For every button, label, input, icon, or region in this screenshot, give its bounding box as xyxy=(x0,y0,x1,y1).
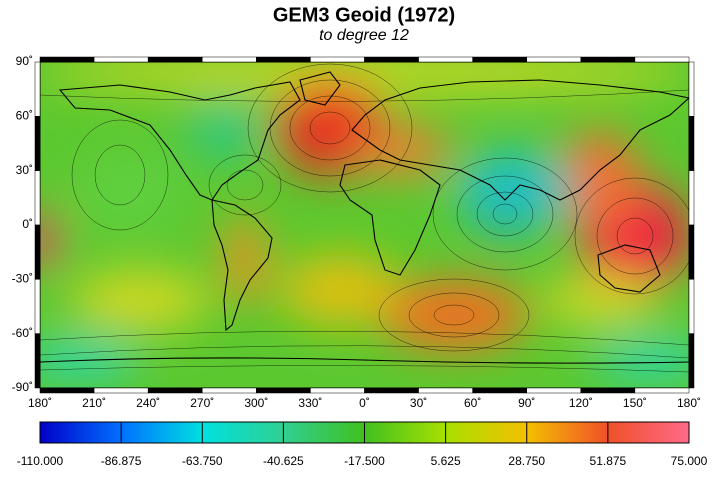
lon-label: 60˚ xyxy=(464,396,481,410)
border-segment xyxy=(202,387,257,394)
border-segment xyxy=(256,56,311,63)
colorbar-ticks: -110.000 -86.875 -63.750 -40.625 -17.500 5.62… xyxy=(17,422,708,468)
border-segment xyxy=(688,170,695,226)
colorbar-label: -17.500 xyxy=(344,454,385,468)
lon-label: 330˚ xyxy=(298,396,322,410)
lon-label: 270˚ xyxy=(190,396,214,410)
lon-label: 0˚ xyxy=(359,396,370,410)
border-segment xyxy=(256,387,311,394)
colorbar-label: -110.000 xyxy=(17,454,64,468)
colorbar-label: 75.000 xyxy=(671,454,708,468)
border-segment xyxy=(364,56,419,63)
border-segment xyxy=(39,56,95,63)
lat-label: 0˚ xyxy=(22,217,33,231)
border-segment xyxy=(580,56,636,63)
lon-label: 240˚ xyxy=(136,396,160,410)
map-border xyxy=(34,56,695,394)
border-segment xyxy=(526,387,582,394)
border-segment xyxy=(34,116,41,171)
border-segment xyxy=(526,56,582,63)
axis-labels: 90˚ 60˚ 30˚ 0˚ -30˚ -60˚ -90˚ 180˚ 210˚ 240˚ 270˚ 3… xyxy=(12,54,701,410)
border-segment xyxy=(34,61,41,117)
border-segment xyxy=(93,387,149,394)
border-segment xyxy=(34,170,41,226)
lon-label: 180˚ xyxy=(28,396,52,410)
border-segment xyxy=(34,224,41,280)
border-segment xyxy=(34,279,41,334)
lon-label: 180˚ xyxy=(677,396,701,410)
lat-label: -60˚ xyxy=(12,326,33,340)
lat-label: -90˚ xyxy=(12,380,33,394)
lon-label: 120˚ xyxy=(569,396,593,410)
border-segment xyxy=(688,279,695,334)
border-segment xyxy=(147,56,203,63)
lon-label: 90˚ xyxy=(518,396,535,410)
colorbar-label: 28.750 xyxy=(508,454,545,468)
border-segment xyxy=(688,333,695,389)
border-segment xyxy=(634,56,690,63)
border-segment xyxy=(688,224,695,280)
border-segment xyxy=(364,387,419,394)
border-segment xyxy=(418,56,473,63)
border-segment xyxy=(472,387,527,394)
border-segment xyxy=(634,387,690,394)
border-segment xyxy=(147,387,203,394)
border-segment xyxy=(580,387,636,394)
border-segment xyxy=(418,387,473,394)
colorbar-label: 5.625 xyxy=(431,454,461,468)
lon-label: 150˚ xyxy=(623,396,647,410)
lon-label: 300˚ xyxy=(244,396,268,410)
border-segment xyxy=(34,333,41,389)
lat-label: 60˚ xyxy=(16,109,33,123)
lon-label: 210˚ xyxy=(82,396,106,410)
border-segment xyxy=(310,387,365,394)
lon-label: 30˚ xyxy=(410,396,427,410)
lat-label: 30˚ xyxy=(16,163,33,177)
border-segment xyxy=(310,56,365,63)
colorbar-label: -63.750 xyxy=(182,454,223,468)
border-segment xyxy=(472,56,527,63)
lat-label: 90˚ xyxy=(16,54,33,68)
colorbar-label: -86.875 xyxy=(101,454,142,468)
geoid-field xyxy=(40,62,689,388)
coastlines xyxy=(40,71,689,364)
border-segment xyxy=(202,56,257,63)
border-segment xyxy=(39,387,95,394)
subtitle: to degree 12 xyxy=(319,27,409,44)
border-segment xyxy=(93,56,149,63)
border-segment xyxy=(688,116,695,171)
title: GEM3 Geoid (1972) xyxy=(273,4,455,26)
contours xyxy=(40,63,689,373)
border-segment xyxy=(688,61,695,117)
lat-label: -30˚ xyxy=(12,272,33,286)
colorbar-label: -40.625 xyxy=(263,454,304,468)
colorbar-label: 51.875 xyxy=(590,454,627,468)
